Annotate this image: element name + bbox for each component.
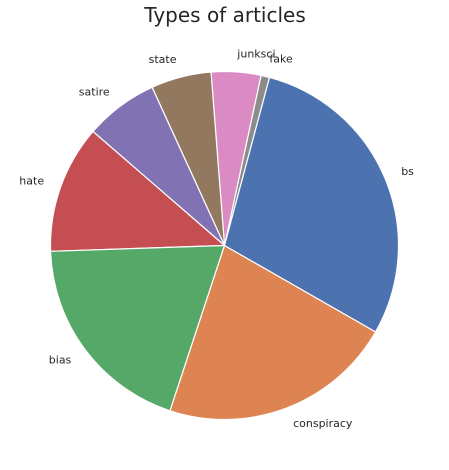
slice-label-fake: fake [269, 52, 293, 65]
slice-label-junksci: junksci [236, 48, 275, 61]
slice-label-bias: bias [49, 353, 72, 366]
slice-label-bs: bs [401, 165, 414, 178]
slice-label-conspiracy: conspiracy [293, 417, 353, 430]
slice-label-state: state [149, 53, 177, 66]
chart-title: Types of articles [143, 3, 306, 27]
slice-label-satire: satire [79, 85, 110, 98]
pie-slice-bias [50, 244, 226, 412]
pie-slice-conspiracy [169, 244, 377, 421]
pie-slice-bs [223, 76, 400, 333]
pie-slices [49, 70, 400, 421]
pie-slice-hate [49, 130, 226, 252]
slice-label-hate: hate [19, 175, 44, 188]
